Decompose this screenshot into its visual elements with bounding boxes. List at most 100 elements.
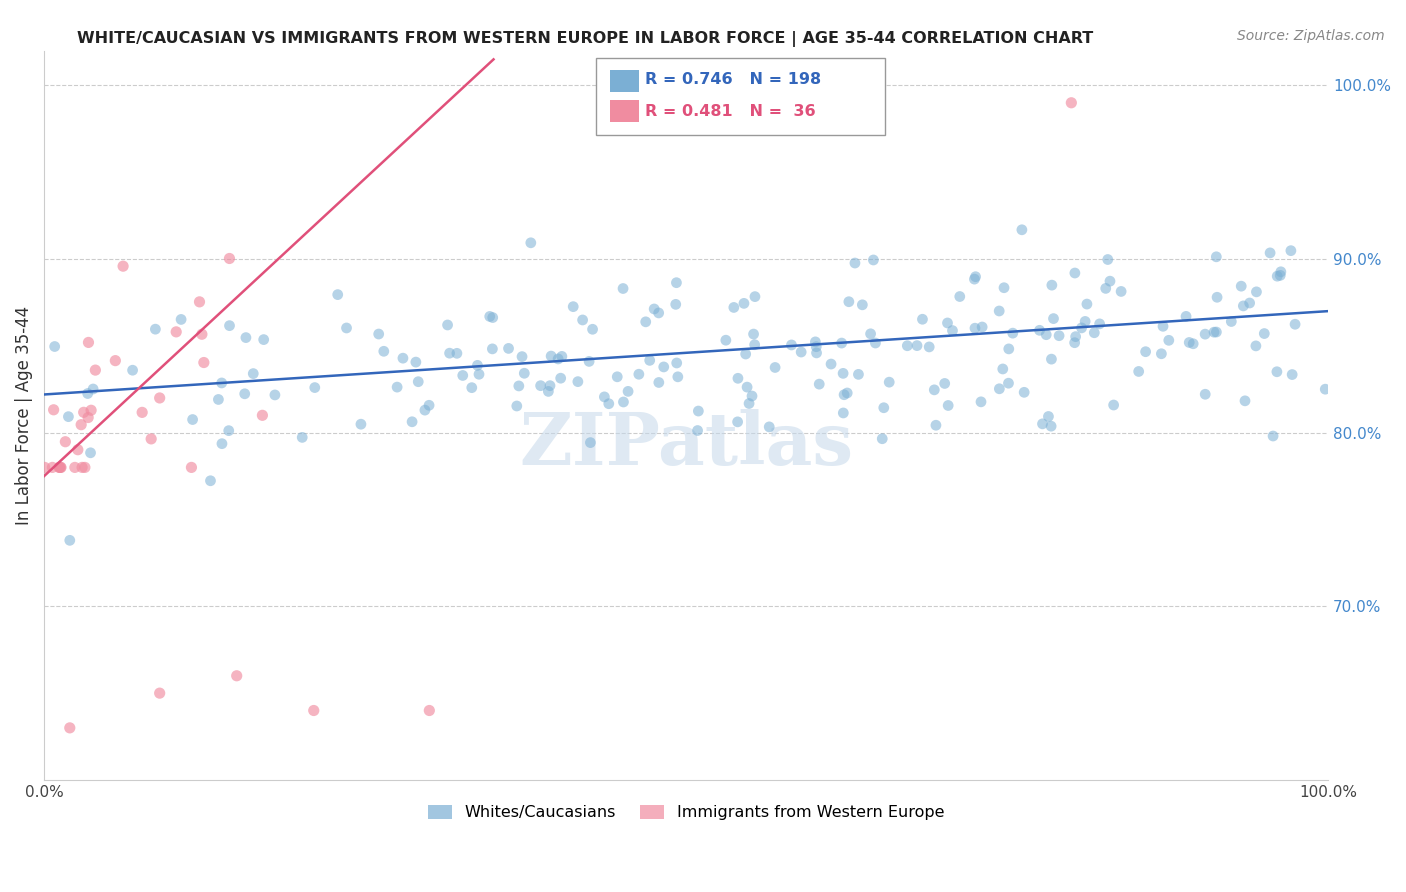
Point (567, 375, 589, 389)
Point (1135, 344, 1157, 359)
Point (905, 338, 928, 352)
Point (1063, 266, 1085, 280)
Point (1258, 246, 1281, 260)
Point (970, 394, 993, 409)
Point (837, 386, 859, 401)
Bar (610, 100, 638, 122)
Point (1060, 95, 1083, 110)
Point (252, 409, 274, 423)
Point (972, 320, 994, 334)
FancyBboxPatch shape (596, 58, 886, 135)
Point (510, 350, 533, 364)
Point (1232, 299, 1254, 313)
Point (780, 338, 803, 352)
Point (924, 383, 946, 397)
Point (291, 430, 314, 444)
Point (1202, 325, 1225, 339)
Point (218, 252, 240, 266)
Point (963, 321, 986, 335)
Point (1244, 339, 1267, 353)
Point (49, 460, 72, 475)
Point (714, 333, 737, 347)
Point (385, 380, 408, 394)
Point (481, 342, 503, 356)
Point (520, 235, 543, 250)
Point (367, 326, 389, 341)
Point (1031, 417, 1053, 431)
Point (82, 382, 104, 396)
Point (647, 306, 669, 320)
Point (1178, 335, 1201, 350)
Point (1102, 398, 1125, 412)
Point (1098, 274, 1121, 288)
Point (997, 376, 1019, 391)
Point (84, 363, 107, 377)
Point (1205, 250, 1227, 264)
Point (949, 289, 972, 303)
Point (1157, 334, 1180, 348)
Point (1074, 314, 1097, 328)
Bar (610, 70, 638, 92)
Point (738, 396, 761, 410)
Point (1246, 285, 1268, 299)
Point (1042, 311, 1064, 326)
Point (581, 322, 603, 336)
Point (612, 281, 634, 295)
Point (1040, 419, 1063, 434)
Point (326, 287, 349, 301)
Point (804, 334, 827, 349)
Point (121, 363, 143, 377)
Point (744, 337, 766, 351)
Point (550, 371, 572, 385)
Point (405, 355, 427, 369)
Point (1070, 321, 1092, 335)
Point (235, 330, 257, 344)
Point (436, 318, 458, 332)
Point (1253, 326, 1275, 341)
Point (806, 340, 828, 354)
Point (1001, 326, 1024, 340)
Point (481, 310, 503, 325)
Point (48, 460, 70, 475)
Point (1040, 352, 1063, 367)
Point (734, 347, 756, 361)
Point (832, 388, 855, 402)
Point (506, 399, 529, 413)
Point (76, 386, 98, 401)
Point (606, 369, 628, 384)
Point (48, 460, 70, 475)
Point (936, 399, 959, 413)
Point (844, 256, 866, 270)
Point (832, 406, 855, 420)
Point (218, 424, 240, 438)
Point (988, 382, 1011, 396)
Point (211, 376, 233, 390)
Point (207, 392, 229, 407)
Point (540, 349, 562, 363)
Text: R = 0.481   N =  36: R = 0.481 N = 36 (645, 103, 815, 119)
Point (165, 325, 187, 339)
Point (870, 432, 893, 446)
Point (547, 351, 569, 366)
Point (401, 415, 423, 429)
Text: R = 0.746   N = 198: R = 0.746 N = 198 (645, 72, 821, 87)
Point (579, 435, 602, 450)
Point (1088, 317, 1111, 331)
Point (727, 415, 749, 429)
Point (1315, 382, 1337, 396)
Point (652, 359, 675, 374)
Point (733, 296, 755, 310)
Point (41, 460, 63, 475)
Text: WHITE/CAUCASIAN VS IMMIGRANTS FROM WESTERN EUROPE IN LABOR FORCE | AGE 35-44 COR: WHITE/CAUCASIAN VS IMMIGRANTS FROM WESTE… (77, 31, 1094, 47)
Point (911, 312, 934, 326)
Point (468, 368, 491, 382)
Point (865, 336, 887, 351)
Point (593, 390, 616, 404)
Point (1270, 265, 1292, 279)
Point (686, 424, 709, 438)
Point (617, 384, 640, 399)
Point (1205, 325, 1227, 339)
Point (744, 290, 766, 304)
Point (1109, 285, 1132, 299)
Point (513, 366, 536, 380)
